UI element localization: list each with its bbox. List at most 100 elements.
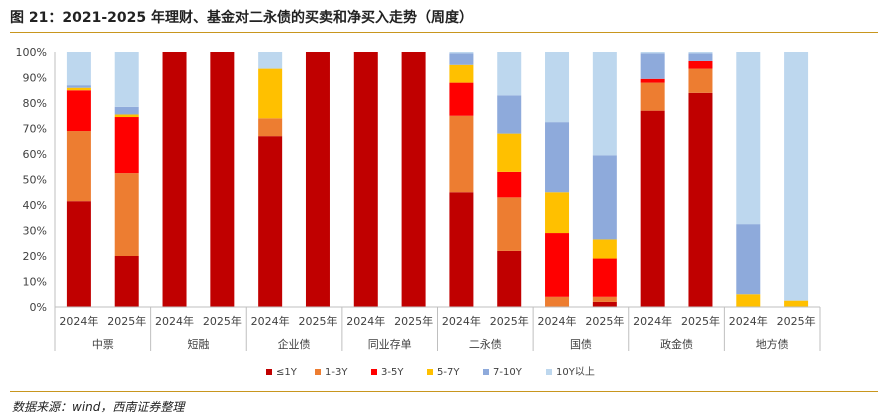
x-category-label: 2024年: [155, 314, 194, 328]
bar-segment: [545, 122, 570, 193]
x-group-label: 企业债: [278, 337, 311, 351]
bar-segment: [114, 256, 139, 307]
bar-segment: [66, 87, 91, 91]
y-tick-label: 10%: [23, 276, 47, 289]
legend-label: 5-7Y: [437, 367, 460, 378]
x-group-label: 同业存单: [368, 337, 412, 351]
bar-segment: [66, 131, 91, 202]
bar-segment: [449, 82, 474, 116]
y-tick-label: 70%: [23, 123, 47, 136]
bar-segment: [784, 300, 809, 307]
bar-segment: [162, 52, 187, 307]
y-tick-label: 20%: [23, 250, 47, 263]
bar-segment: [592, 258, 617, 297]
bar-segment: [688, 92, 713, 307]
legend-label: 1-3Y: [325, 367, 348, 378]
bar-segment: [640, 53, 665, 79]
bar-segment: [688, 52, 713, 54]
bar-segment: [592, 155, 617, 240]
legend-swatch: [371, 369, 377, 375]
bar-segment: [66, 90, 91, 132]
bar-segment: [114, 52, 139, 107]
bar-segment: [449, 52, 474, 54]
bar-segment: [401, 52, 426, 307]
bar-segment: [258, 52, 283, 69]
legend-swatch: [266, 369, 272, 375]
source-note: 数据来源：wind，西南证券整理: [12, 400, 185, 414]
x-category-label: 2024年: [538, 314, 577, 328]
bar-segment: [114, 114, 139, 118]
x-category-label: 2025年: [777, 314, 816, 328]
x-category-label: 2025年: [394, 314, 433, 328]
bar-segment: [305, 52, 330, 307]
legend-swatch: [483, 369, 489, 375]
x-category-label: 2025年: [203, 314, 242, 328]
bar-segment: [592, 296, 617, 302]
x-category-label: 2024年: [729, 314, 768, 328]
x-category-label: 2024年: [633, 314, 672, 328]
bar-segment: [736, 52, 761, 225]
bar-segment: [640, 52, 665, 54]
bar-segment: [497, 171, 522, 198]
bar-segment: [66, 85, 91, 88]
bar-segment: [592, 52, 617, 156]
x-group-label: 短融: [187, 337, 209, 351]
legend-label: ≤1Y: [276, 367, 298, 378]
legend-swatch: [546, 369, 552, 375]
bar-segment: [497, 52, 522, 96]
bar-segment: [545, 296, 570, 307]
x-category-label: 2025年: [298, 314, 337, 328]
figure-title: 图 21：2021-2025 年理财、基金对二永债的买卖和净买入走势（周度）: [10, 10, 473, 26]
bar-segment: [592, 239, 617, 259]
bar-segment: [640, 110, 665, 308]
x-group-label: 国债: [570, 337, 592, 351]
x-category-label: 2025年: [107, 314, 146, 328]
bar-segment: [449, 115, 474, 193]
y-tick-label: 100%: [16, 46, 47, 59]
title-divider: [10, 32, 878, 33]
bar-segment: [449, 192, 474, 307]
bar-segment: [688, 68, 713, 93]
bar-segment: [497, 250, 522, 307]
legend-swatch: [427, 369, 433, 375]
y-tick-label: 80%: [23, 97, 47, 110]
x-category-label: 2025年: [585, 314, 624, 328]
bar-segment: [545, 192, 570, 234]
bar-segment: [258, 136, 283, 307]
y-tick-label: 40%: [23, 199, 47, 212]
bar-segment: [497, 197, 522, 251]
x-category-label: 2025年: [490, 314, 529, 328]
bar-segment: [497, 133, 522, 172]
bar-segment: [66, 201, 91, 307]
bar-segment: [736, 294, 761, 307]
y-tick-label: 50%: [23, 174, 47, 187]
bar-segment: [114, 117, 139, 174]
bar-segment: [258, 118, 283, 137]
bar-segment: [114, 106, 139, 115]
legend-label: 10Y以上: [556, 366, 595, 378]
x-category-label: 2024年: [442, 314, 481, 328]
bar-segment: [736, 224, 761, 295]
x-group-label: 地方债: [756, 337, 789, 351]
bar-segment: [258, 68, 283, 119]
bar-segment: [66, 52, 91, 86]
bar-segment: [688, 60, 713, 69]
x-group-label: 政金债: [660, 337, 693, 351]
legend-swatch: [315, 369, 321, 375]
bar-segment: [784, 52, 809, 301]
bar-segment: [353, 52, 378, 307]
y-tick-label: 60%: [23, 148, 47, 161]
bar-segment: [640, 82, 665, 111]
y-tick-label: 30%: [23, 225, 47, 238]
x-category-label: 2025年: [681, 314, 720, 328]
bar-segment: [592, 301, 617, 307]
bar-segment: [545, 233, 570, 297]
x-category-label: 2024年: [59, 314, 98, 328]
bar-segment: [449, 53, 474, 65]
x-category-label: 2024年: [251, 314, 290, 328]
bar-segment: [449, 64, 474, 83]
x-group-label: 中票: [92, 338, 114, 351]
y-tick-label: 0%: [30, 301, 47, 314]
x-category-label: 2024年: [346, 314, 385, 328]
bar-segment: [114, 173, 139, 256]
